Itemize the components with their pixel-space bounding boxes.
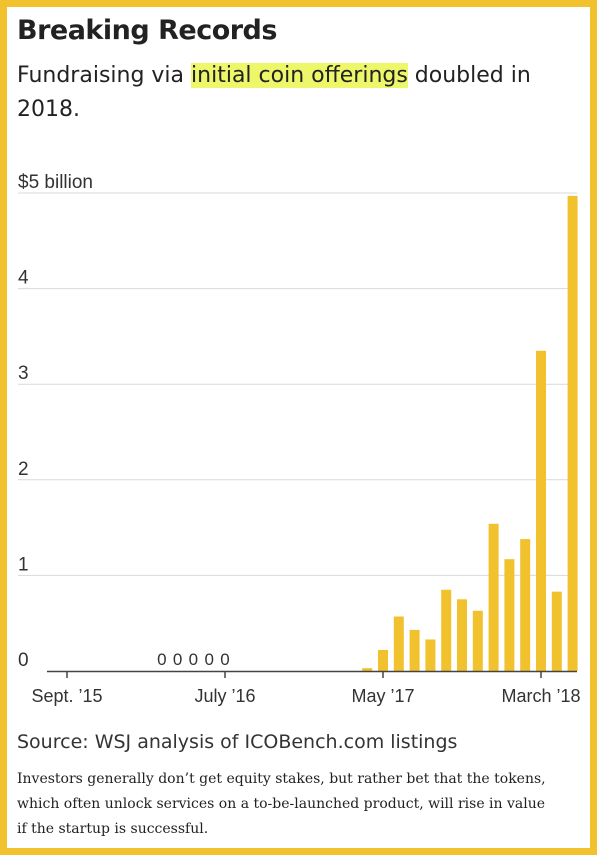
- x-tick-label: May ’17: [351, 686, 414, 706]
- bar: [409, 629, 420, 671]
- bar: [378, 649, 388, 671]
- data-label: 0: [173, 650, 182, 669]
- bars: [362, 195, 578, 672]
- data-label: 0: [220, 650, 229, 669]
- bar: [441, 589, 452, 671]
- bar: [536, 350, 546, 671]
- bar: [457, 599, 467, 671]
- data-label: 0: [189, 650, 198, 669]
- subtitle-text-end: doubled in 2018.: [17, 63, 531, 122]
- explanatory-note: Investors generally don’t get equity sta…: [17, 771, 546, 837]
- subtitle-highlight: initial coin offerings: [191, 63, 408, 88]
- data-label: 0: [204, 650, 213, 669]
- y-tick-label: $5 billion: [18, 172, 93, 193]
- chart-title: Breaking Records: [17, 15, 277, 46]
- bar: [393, 616, 404, 671]
- y-tick-label: 1: [18, 554, 29, 575]
- bar: [567, 195, 578, 672]
- bar: [520, 539, 531, 671]
- bar: [488, 523, 499, 671]
- x-axis: [47, 670, 577, 678]
- bar: [362, 668, 373, 671]
- chart-card: Breaking Records Fundraising via initial…: [7, 7, 590, 848]
- gridlines: [18, 192, 577, 576]
- y-tick-label: 4: [18, 268, 29, 289]
- x-tick-label: July ’16: [194, 686, 255, 706]
- x-tick-label: Sept. ’15: [31, 686, 102, 706]
- bar: [551, 591, 562, 671]
- y-tick-label: 2: [18, 459, 29, 480]
- bar: [504, 559, 515, 671]
- bar: [472, 610, 483, 671]
- bar: [425, 639, 436, 671]
- x-tick-label: March ’18: [501, 686, 580, 706]
- y-tick-label: 3: [18, 363, 29, 384]
- data-label: 0: [157, 650, 166, 669]
- y-tick-label: 0: [18, 650, 29, 671]
- chart-subtitle: Fundraising via initial coin offerings d…: [17, 59, 577, 127]
- subtitle-text-start: Fundraising via: [17, 63, 192, 88]
- source-note: Source: WSJ analysis of ICOBench.com lis…: [17, 731, 458, 753]
